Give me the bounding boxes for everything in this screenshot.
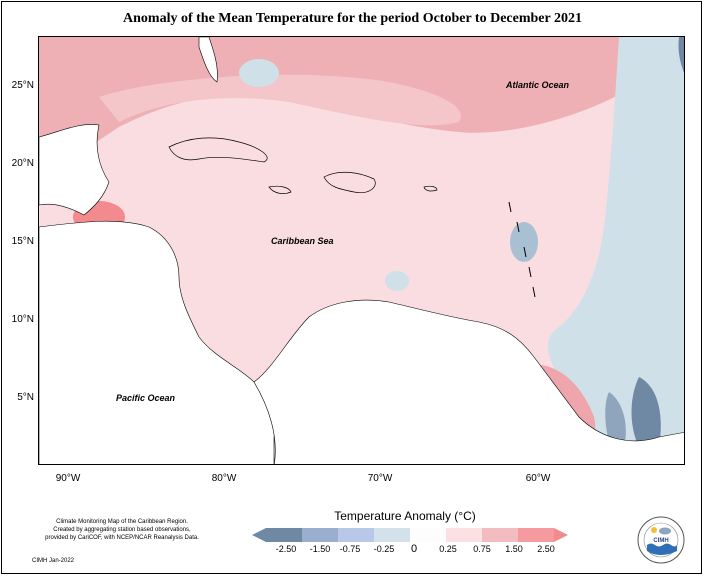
x-axis-label: 70°W	[367, 473, 393, 484]
land-puerto-rico	[423, 185, 438, 192]
map-description: Climate Monitoring Map of the Caribbean …	[27, 518, 217, 542]
x-axis-label: 90°W	[55, 473, 81, 484]
legend-title: Temperature Anomaly (°C)	[334, 509, 476, 523]
legend-tick: 2.50	[537, 544, 555, 554]
note-line: Climate Monitoring Map of the Caribbean …	[56, 519, 188, 525]
sun-icon	[651, 527, 657, 533]
legend-tick: 0.75	[473, 544, 491, 554]
y-axis-label: 15°N	[11, 236, 34, 247]
anomaly-spot-curacao	[385, 271, 409, 291]
legend-tick: 1.50	[505, 544, 523, 554]
legend-swatch	[302, 528, 338, 542]
y-axis-label: 10°N	[11, 314, 34, 325]
anomaly-region-guiana-cool-2	[605, 392, 626, 447]
wave-icon	[647, 543, 677, 555]
legend-swatch	[374, 528, 410, 542]
legend-swatch	[338, 528, 374, 542]
x-axis-label: 60°W	[525, 473, 551, 484]
legend-tick: -0.75	[339, 544, 361, 554]
map-panel	[38, 36, 685, 465]
logo-text: CIMH	[653, 538, 668, 544]
note-line: Created by aggregating station based obs…	[53, 527, 191, 533]
y-axis-label: 5°N	[17, 392, 34, 403]
legend-arrow-high	[554, 528, 568, 542]
anomaly-region-north-inner	[99, 74, 461, 126]
note-line: provided by CariCOF, with NCEP/NCAR Rean…	[45, 535, 199, 541]
anomaly-region-east	[547, 37, 684, 464]
legend-swatch	[482, 528, 518, 542]
map-canvas	[39, 37, 684, 464]
y-axis-label: 20°N	[11, 158, 34, 169]
land-lesser-antilles	[508, 201, 536, 298]
legend-tick: -0.25	[373, 544, 395, 554]
cimh-logo: CIMH	[637, 516, 685, 564]
legend-tick: -1.50	[309, 544, 331, 554]
legend-swatch	[446, 528, 482, 542]
legend-tick: -2.50	[275, 544, 297, 554]
land-cuba	[168, 137, 268, 163]
legend-tick: 0	[410, 543, 418, 555]
anomaly-region-guiana-cool	[631, 377, 661, 447]
land-jamaica	[268, 185, 292, 194]
land-florida	[198, 37, 218, 83]
y-axis-label: 25°N	[11, 80, 34, 91]
label-pacific-ocean: Pacific Ocean	[116, 393, 176, 403]
land-yucatan	[39, 124, 110, 216]
map-title: Anomaly of the Mean Temperature for the …	[123, 11, 582, 26]
label-caribbean-sea: Caribbean Sea	[271, 236, 334, 246]
anomaly-spot-lesser-antilles	[510, 222, 538, 262]
x-axis-label: 80°W	[211, 473, 237, 484]
land-south-america	[253, 299, 684, 464]
legend-colorbar	[252, 528, 568, 542]
land-hispaniola	[323, 171, 376, 193]
legend-tick: 0.25	[439, 544, 457, 554]
legend-arrow-low	[252, 528, 266, 542]
anomaly-spot-bahamas	[239, 59, 279, 87]
legend-swatch	[518, 528, 554, 542]
label-atlantic-ocean: Atlantic Ocean	[506, 80, 570, 90]
anomaly-region-ne-cool	[678, 37, 684, 73]
legend-swatch	[266, 528, 302, 542]
cloud-icon	[659, 527, 671, 535]
map-credit: CIMH Jan-2022	[32, 558, 75, 564]
legend-swatch	[410, 528, 446, 542]
